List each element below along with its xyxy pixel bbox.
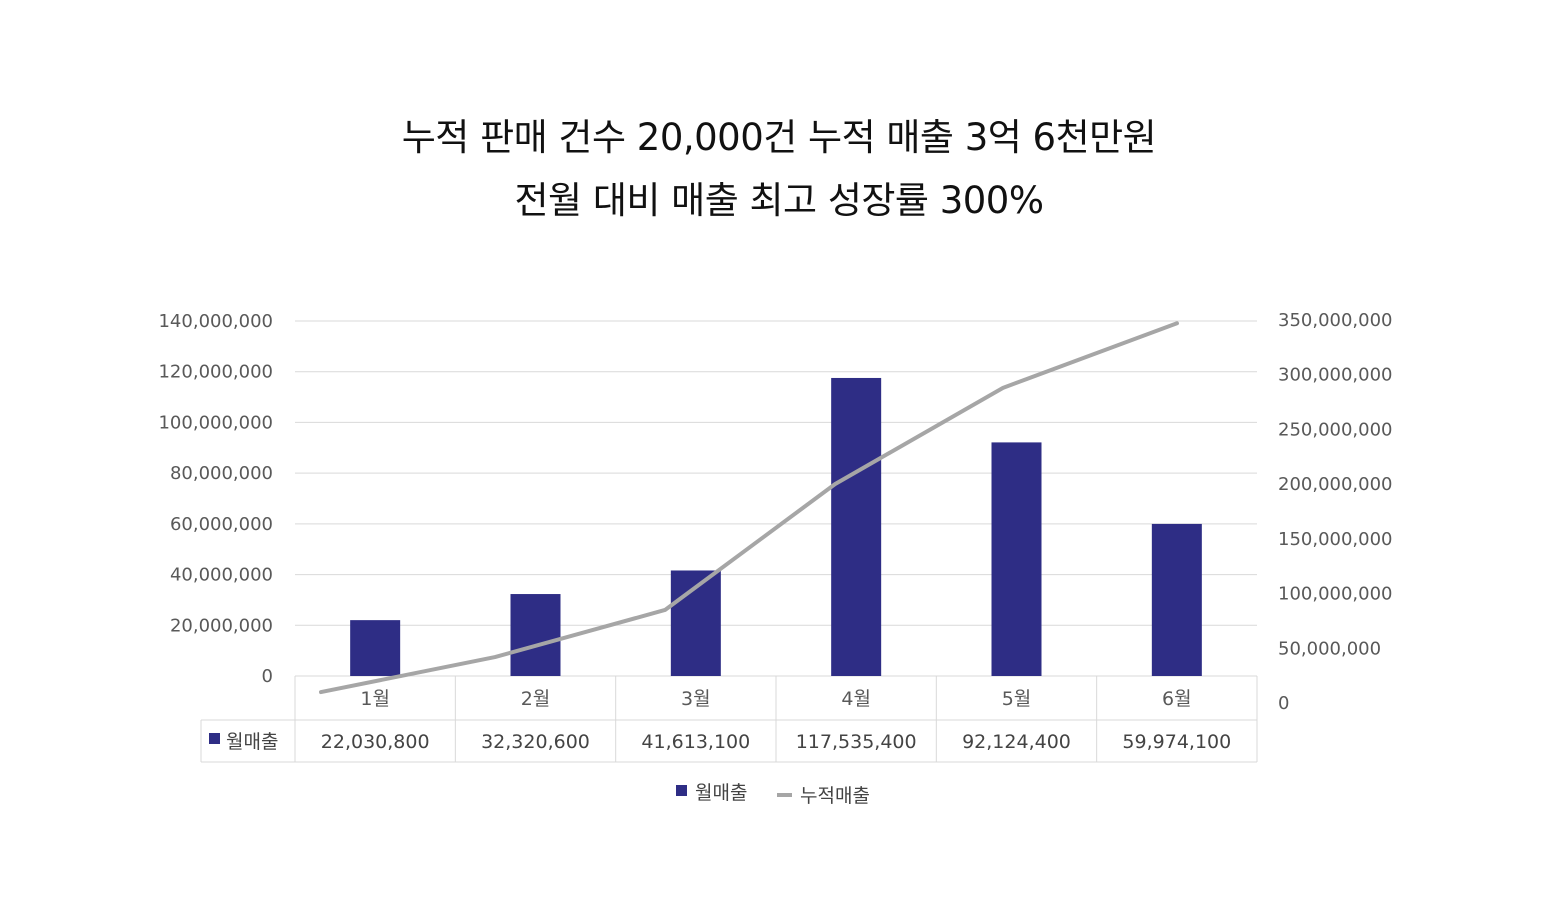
y-right-tick-label: 250,000,000 (1278, 419, 1393, 440)
table-series-label: 월매출 (226, 731, 278, 753)
bar (510, 594, 561, 676)
x-category-label: 1월 (360, 688, 390, 710)
y-right-tick-label: 150,000,000 (1278, 529, 1393, 550)
x-category-label: 5월 (1002, 688, 1032, 710)
legend-swatch-bar (676, 785, 687, 796)
headline-line-2: 전월 대비 매출 최고 성장률 300% (514, 179, 1044, 222)
table-value-cell: 32,320,600 (481, 731, 590, 753)
table-value-cell: 92,124,400 (962, 731, 1071, 753)
legend-label: 월매출 (695, 782, 747, 804)
y-right-tick-label: 100,000,000 (1278, 584, 1393, 605)
y-left-tick-label: 20,000,000 (170, 615, 273, 636)
y-right-tick-label: 300,000,000 (1278, 365, 1393, 386)
y-left-tick-label: 80,000,000 (170, 463, 273, 484)
y-left-tick-label: 120,000,000 (158, 362, 273, 383)
y-left-tick-label: 60,000,000 (170, 514, 273, 535)
bar (350, 620, 401, 676)
x-category-label: 3월 (681, 688, 711, 710)
x-category-label: 2월 (521, 688, 551, 710)
table-legend-swatch (209, 733, 220, 744)
x-category-label: 6월 (1162, 688, 1192, 710)
bar (991, 442, 1042, 676)
y-right-tick-label: 0 (1278, 693, 1289, 714)
bar (831, 377, 882, 676)
y-left-tick-label: 40,000,000 (170, 565, 273, 586)
legend-label: 누적매출 (800, 785, 870, 807)
bar (1151, 523, 1202, 676)
y-right-tick-label: 200,000,000 (1278, 474, 1393, 495)
y-right-tick-label: 350,000,000 (1278, 310, 1393, 331)
cumulative-line (319, 321, 1179, 695)
y-left-tick-label: 140,000,000 (158, 311, 273, 332)
table-value-cell: 41,613,100 (641, 731, 750, 753)
y-right-tick-label: 50,000,000 (1278, 638, 1381, 659)
y-left-tick-label: 100,000,000 (158, 412, 273, 433)
table-value-cell: 59,974,100 (1122, 731, 1231, 753)
headline-line-1: 누적 판매 건수 20,000건 누적 매출 3억 6천만원 (401, 116, 1157, 159)
table-value-cell: 22,030,800 (321, 731, 430, 753)
y-left-tick-label: 0 (262, 666, 273, 687)
table-value-cell: 117,535,400 (796, 731, 917, 753)
x-category-label: 4월 (841, 688, 871, 710)
